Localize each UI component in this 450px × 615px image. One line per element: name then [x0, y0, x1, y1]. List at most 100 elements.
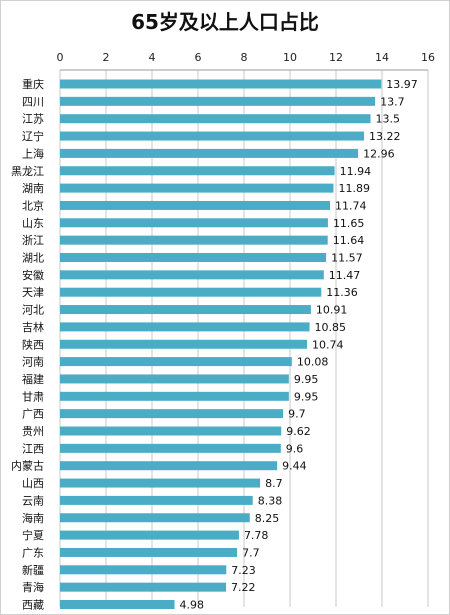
category-label: 内蒙古	[11, 459, 44, 473]
data-label: 7.22	[231, 581, 256, 594]
bar	[60, 287, 322, 297]
data-label: 7.23	[231, 564, 256, 577]
bar	[60, 547, 238, 557]
x-tick-label: 10	[283, 51, 297, 64]
data-label: 11.65	[333, 217, 365, 230]
x-tick-label: 8	[241, 51, 248, 64]
category-label: 吉林	[22, 320, 44, 334]
bar	[60, 443, 281, 453]
bar	[60, 339, 308, 349]
category-label: 山东	[22, 217, 44, 230]
bar	[60, 183, 334, 193]
category-label: 贵州	[22, 425, 44, 438]
data-label: 9.95	[294, 390, 319, 403]
bar	[60, 374, 289, 384]
data-label: 12.96	[363, 147, 395, 160]
data-label: 13.5	[376, 113, 401, 126]
data-label: 10.08	[297, 356, 329, 369]
bar	[60, 495, 253, 505]
bar	[60, 409, 284, 419]
x-tick-label: 6	[195, 51, 202, 64]
bar	[60, 218, 328, 228]
data-label: 8.38	[258, 494, 283, 507]
category-label: 甘肃	[22, 390, 44, 403]
data-label: 9.95	[294, 373, 319, 386]
category-label: 安徽	[22, 268, 44, 282]
category-label: 海南	[22, 511, 44, 525]
bar	[60, 565, 227, 575]
bar	[60, 530, 239, 540]
bar	[60, 235, 328, 245]
category-label: 宁夏	[22, 528, 44, 542]
bar	[60, 513, 250, 523]
data-label: 7.78	[244, 529, 269, 542]
category-label: 山西	[22, 477, 44, 490]
data-label: 9.6	[286, 442, 304, 455]
bar	[60, 322, 310, 332]
category-label: 新疆	[22, 563, 44, 577]
data-label: 11.47	[329, 269, 361, 282]
bar	[60, 131, 365, 141]
bar	[60, 114, 371, 124]
category-label: 西藏	[22, 599, 44, 612]
category-label: 广西	[22, 408, 44, 421]
bar	[60, 200, 331, 210]
category-label: 云南	[22, 494, 44, 507]
category-label: 北京	[22, 198, 44, 212]
data-label: 10.91	[316, 304, 348, 317]
bar	[60, 600, 175, 609]
data-label: 8.7	[265, 477, 283, 490]
bar	[60, 270, 324, 280]
x-tick-label: 2	[103, 51, 110, 64]
category-label: 上海	[22, 146, 44, 160]
x-tick-label: 0	[57, 51, 64, 64]
bar	[60, 357, 292, 367]
category-label: 河南	[22, 356, 44, 369]
category-label: 福建	[22, 372, 44, 386]
data-label: 13.7	[380, 95, 405, 108]
x-tick-label: 12	[329, 51, 343, 64]
category-label: 浙江	[22, 234, 44, 247]
data-label: 11.89	[338, 182, 370, 195]
data-label: 9.62	[286, 425, 311, 438]
bar	[60, 582, 227, 592]
data-label: 10.74	[312, 338, 344, 351]
category-label: 青海	[22, 580, 44, 594]
category-label: 辽宁	[22, 129, 44, 143]
bar	[60, 391, 289, 401]
bar	[60, 96, 376, 106]
x-tick-label: 16	[421, 51, 435, 64]
bar	[60, 478, 261, 488]
data-label: 11.94	[340, 165, 372, 178]
category-label: 江苏	[22, 113, 44, 126]
category-label: 陕西	[22, 337, 44, 351]
data-label: 13.22	[369, 130, 401, 143]
x-tick-label: 14	[375, 51, 389, 64]
data-label: 9.44	[282, 460, 307, 473]
bar	[60, 166, 335, 176]
data-label: 11.74	[335, 199, 367, 212]
bar	[60, 253, 327, 262]
bar	[60, 461, 278, 471]
bar	[60, 305, 311, 315]
data-label: 11.36	[326, 286, 358, 299]
category-label: 重庆	[22, 77, 44, 91]
bar	[60, 148, 359, 158]
data-label: 11.57	[331, 252, 363, 265]
chart-title: 65岁及以上人口占比	[131, 10, 319, 34]
data-label: 8.25	[255, 512, 280, 525]
data-label: 4.98	[180, 599, 205, 612]
bar	[60, 79, 382, 89]
category-label: 河北	[22, 304, 44, 317]
category-label: 四川	[22, 95, 44, 108]
category-label: 江西	[22, 442, 44, 455]
category-label: 黑龙江	[11, 165, 44, 178]
data-label: 13.97	[386, 78, 418, 91]
category-label: 天津	[22, 286, 44, 299]
data-label: 10.85	[315, 321, 347, 334]
data-label: 7.7	[242, 546, 260, 559]
data-label: 11.64	[333, 234, 365, 247]
category-label: 广东	[22, 546, 44, 559]
